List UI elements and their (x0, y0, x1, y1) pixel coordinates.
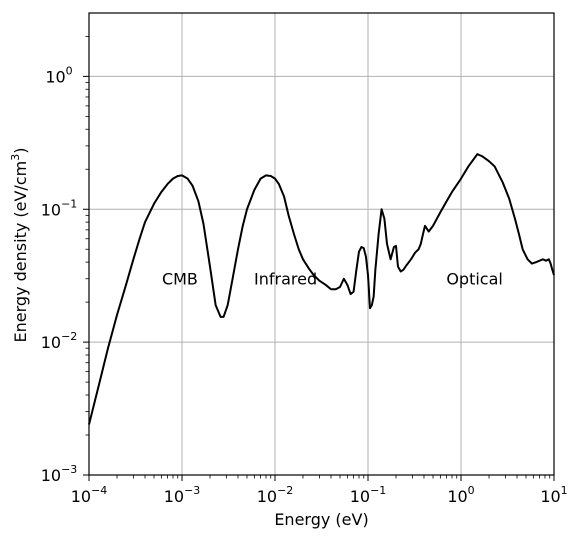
series-line (88, 153, 555, 425)
grid-layer (88, 13, 555, 476)
x-tick-labels: 10−4 10−3 10−2 10−1 100 101 (71, 484, 568, 506)
y-tick-label: 10−1 (41, 197, 78, 219)
y-tick-labels: 10−3 10−2 10−1 100 (41, 64, 78, 485)
x-tick-label: 10−2 (257, 484, 294, 506)
x-tick-label: 101 (540, 484, 567, 506)
y-axis-label: Energy density (eV/cm3) (9, 148, 30, 343)
annotation-label: Optical (446, 270, 503, 289)
y-axis-label-main: Energy density (eV/cm (11, 161, 30, 343)
y-tick-label: 100 (45, 64, 72, 86)
annotation-label: Infrared (254, 270, 317, 289)
plot-frame (88, 12, 555, 476)
annotations: CMB Infrared Optical (162, 270, 503, 289)
x-tick-label: 100 (447, 484, 474, 506)
annotation-label: CMB (162, 270, 198, 289)
x-axis-label: Energy (eV) (274, 510, 368, 529)
x-tick-label: 10−3 (164, 484, 201, 506)
x-tick-label: 10−1 (350, 484, 387, 506)
minor-ticks (85, 35, 551, 479)
major-ticks (83, 75, 555, 481)
y-tick-label: 10−3 (41, 463, 78, 485)
y-tick-label: 10−2 (41, 330, 78, 352)
y-axis-label-end: ) (11, 148, 30, 154)
x-tick-label: 10−4 (71, 484, 108, 506)
y-axis-label-sup: 3 (9, 154, 22, 161)
